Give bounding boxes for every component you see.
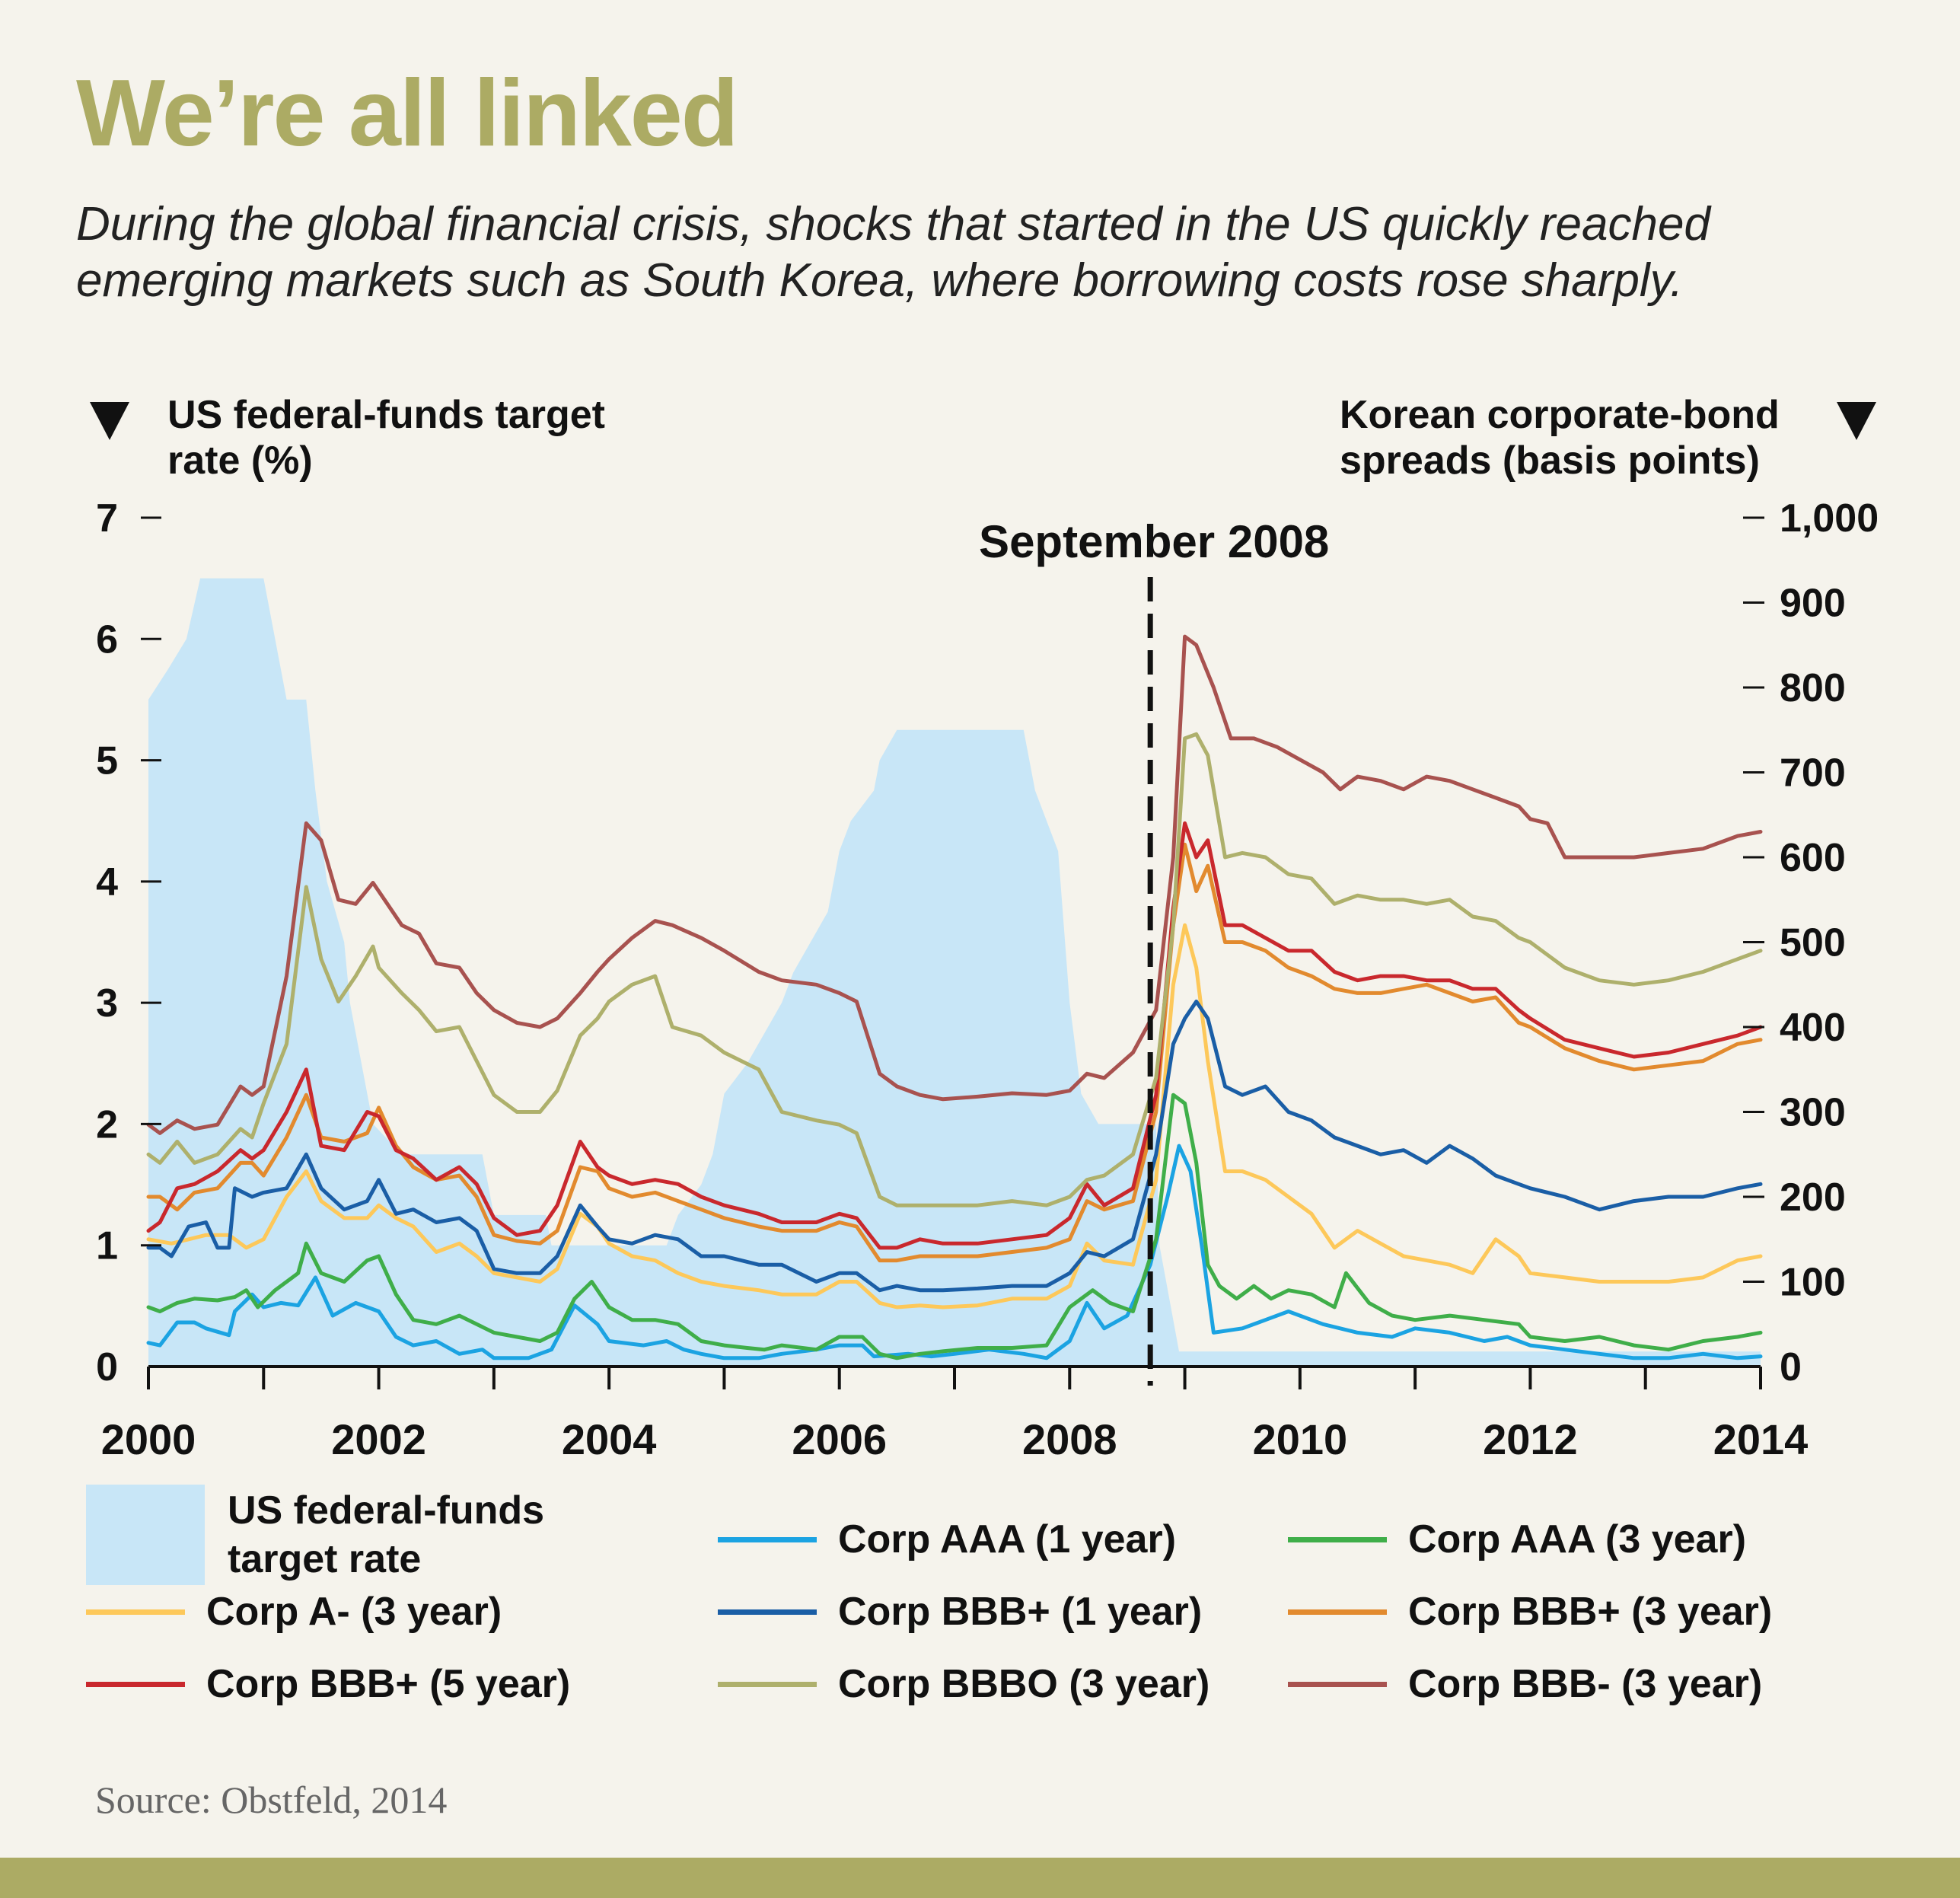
- series-line-corp-bbb-5-year: [146, 821, 1763, 1250]
- legend-item-corp-bbb-plus-5y: Corp BBB+ (5 year): [86, 1660, 570, 1708]
- right-y-tick-label: 800: [1780, 666, 1846, 710]
- right-y-tick-label: 300: [1780, 1091, 1846, 1135]
- right-y-tick-label: 700: [1780, 751, 1846, 796]
- right-axis-title: Korean corporate-bond spreads (basis poi…: [1340, 393, 1780, 483]
- legend-item-corp-bbbo-3y: Corp BBBO (3 year): [718, 1660, 1209, 1708]
- series-line-corp-aaa-3-year: [146, 1093, 1763, 1360]
- legend-swatch-corp-bbb-plus-3y: [1288, 1609, 1387, 1615]
- right-y-tick-label: 200: [1780, 1175, 1846, 1220]
- legend-swatch-corp-bbb-minus-3y: [1288, 1681, 1387, 1687]
- annotation-layer: September 2008: [979, 516, 1329, 1386]
- series-lines: [146, 634, 1763, 1360]
- x-tick-label: 2010: [1253, 1415, 1348, 1463]
- legend-label-corp-bbb-plus-5y: Corp BBB+ (5 year): [206, 1662, 571, 1706]
- right-y-tick-label: 900: [1780, 582, 1846, 626]
- page-subtitle: During the global financial crisis, shoc…: [76, 198, 1710, 307]
- legend-label-corp-bbbo-3y: Corp BBBO (3 year): [838, 1662, 1210, 1706]
- left-y-tick-label: 4: [96, 860, 118, 904]
- legend-label-fed-funds: US federal-funds target rate: [228, 1488, 545, 1581]
- legend-swatch-corp-bbb-plus-1y: [718, 1609, 817, 1615]
- left-y-tick-label: 7: [96, 496, 118, 541]
- series-line-corp-bbb-3-year: [146, 634, 1763, 1135]
- left-y-tick-label: 6: [96, 617, 118, 662]
- legend-swatch-corp-bbbo-3y: [718, 1681, 817, 1687]
- series-line-corp-a-3-year: [146, 923, 1763, 1309]
- legend-label-corp-aaa-3y: Corp AAA (3 year): [1408, 1517, 1747, 1561]
- legend-label-corp-bbb-plus-1y: Corp BBB+ (1 year): [838, 1590, 1203, 1634]
- left-y-tick-label: 5: [96, 739, 118, 783]
- x-tick-label: 2012: [1483, 1415, 1578, 1463]
- legend-item-corp-aaa-1y: Corp AAA (1 year): [718, 1515, 1176, 1564]
- x-tick-label: 2000: [101, 1415, 196, 1463]
- x-tick-label: 2014: [1713, 1415, 1809, 1463]
- annotation-label: September 2008: [979, 516, 1329, 567]
- right-y-tick-label: 500: [1780, 921, 1846, 965]
- right-axis-marker-icon: [1837, 402, 1876, 440]
- legend-swatch-corp-aaa-3y: [1288, 1536, 1387, 1542]
- legend-item-fed-funds: US federal-funds target rate: [86, 1485, 547, 1585]
- right-y-tick-label: 1,000: [1780, 496, 1879, 541]
- source-note: Source: Obstfeld, 2014: [95, 1778, 448, 1821]
- right-y-tick-label: 400: [1780, 1006, 1846, 1050]
- left-y-tick-label: 2: [96, 1102, 118, 1147]
- legend-item-corp-bbb-minus-3y: Corp BBB- (3 year): [1288, 1660, 1762, 1708]
- legend-item-corp-a-minus-3y: Corp A- (3 year): [86, 1587, 502, 1636]
- right-y-tick-label: 600: [1780, 836, 1846, 880]
- legend-label-corp-bbb-plus-3y: Corp BBB+ (3 year): [1408, 1590, 1773, 1634]
- footer-bar: [0, 1858, 1960, 1898]
- series-line-corp-bbbo-3-year: [146, 732, 1763, 1207]
- left-y-tick-label: 1: [96, 1224, 118, 1268]
- series-line-corp-bbb-3-year: [146, 842, 1763, 1263]
- legend-swatch-corp-aaa-1y: [718, 1536, 817, 1542]
- legend-label-corp-aaa-1y: Corp AAA (1 year): [838, 1517, 1177, 1561]
- legend-swatch-corp-bbb-plus-5y: [86, 1681, 185, 1687]
- series-line-corp-aaa-1-year: [146, 1144, 1763, 1360]
- axes: 0 1 2 3 4 5 6 7 0 100 200 300 400 500 600 700 800 900 1,00…: [96, 496, 1879, 1463]
- right-y-tick-label: 0: [1780, 1345, 1802, 1389]
- legend-item-corp-bbb-plus-1y: Corp BBB+ (1 year): [718, 1587, 1202, 1636]
- right-y-tick-label: 100: [1780, 1261, 1846, 1305]
- left-y-tick-label: 3: [96, 981, 118, 1026]
- left-y-tick-label: 0: [96, 1345, 118, 1389]
- legend-swatch-corp-a-minus-3y: [86, 1609, 185, 1615]
- series-line-corp-bbb-1-year: [146, 1000, 1763, 1293]
- legend-swatch-fed-funds: [86, 1485, 205, 1585]
- x-tick-label: 2006: [792, 1415, 887, 1463]
- fed-funds-area-layer: [148, 578, 1761, 1367]
- legend-item-corp-aaa-3y: Corp AAA (3 year): [1288, 1515, 1746, 1564]
- legend-item-corp-bbb-plus-3y: Corp BBB+ (3 year): [1288, 1587, 1772, 1636]
- x-tick-label: 2008: [1022, 1415, 1117, 1463]
- left-axis-marker-icon: [90, 402, 129, 440]
- page-title: We’re all linked: [76, 61, 739, 166]
- x-tick-label: 2002: [331, 1415, 426, 1463]
- x-tick-label: 2004: [562, 1415, 657, 1463]
- legend-label-corp-a-minus-3y: Corp A- (3 year): [206, 1590, 502, 1634]
- legend-label-corp-bbb-minus-3y: Corp BBB- (3 year): [1408, 1662, 1763, 1706]
- fed-funds-area: [148, 578, 1761, 1367]
- left-axis-title: US federal-funds target rate (%): [167, 393, 605, 483]
